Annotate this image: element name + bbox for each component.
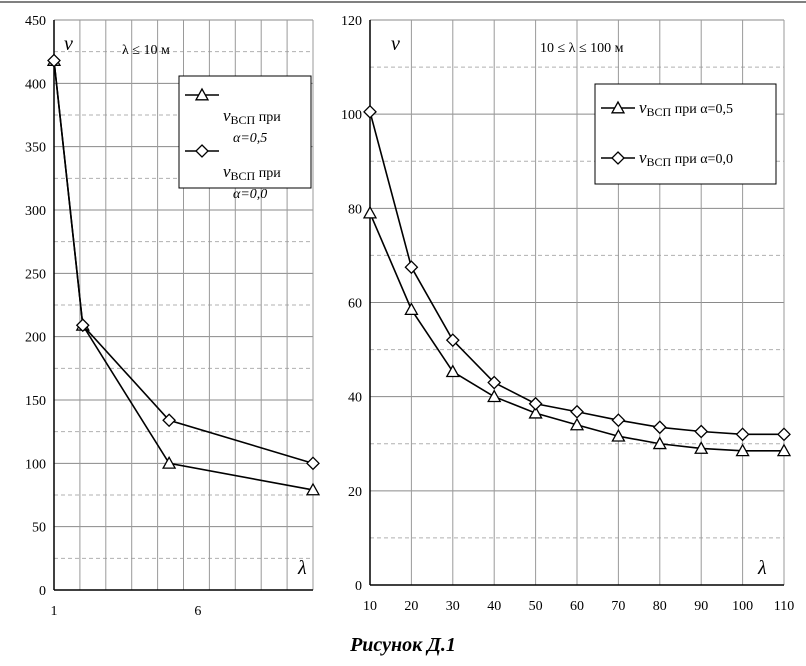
y-tick-label: 0 <box>39 584 46 599</box>
x-tick-label: 80 <box>653 599 667 614</box>
legend-label: vВСП при α=0,0 <box>639 148 733 169</box>
x-tick-label: 70 <box>611 599 625 614</box>
range-annotation: λ ≤ 10 м <box>122 43 170 58</box>
data-point-diamond <box>777 427 791 442</box>
data-point-diamond <box>735 427 750 442</box>
data-point-diamond <box>570 404 584 419</box>
data-point-triangle <box>611 428 626 442</box>
legend-label-line2: α=0,5 <box>233 131 267 146</box>
data-point-diamond <box>47 53 61 68</box>
y-tick-label: 60 <box>348 297 362 312</box>
legend-box <box>594 83 777 185</box>
chart-left: 0 50 100 150 200 250 300 350 400 450 1 6 v λ λ ≤ 10 м v… <box>25 14 321 619</box>
x-tick-label: 20 <box>404 599 418 614</box>
x-tick-label: 60 <box>570 599 584 614</box>
data-point-diamond <box>611 413 626 428</box>
y-tick-label: 100 <box>25 457 46 472</box>
legend-label: vВСП при α=0,5 <box>639 98 733 119</box>
x-axis-label: λ <box>297 557 307 579</box>
data-point-diamond <box>162 413 177 428</box>
legend-label: vВСП при <box>223 162 281 183</box>
data-point-diamond <box>487 375 502 390</box>
x-tick-label: 40 <box>487 599 501 614</box>
range-annotation: 10 ≤ λ ≤ 100 м <box>540 41 624 56</box>
y-axis-label: v <box>391 33 400 55</box>
data-point-triangle <box>445 364 460 378</box>
data-point-triangle <box>362 205 378 219</box>
x-tick-label: 1 <box>51 604 58 619</box>
y-tick-label: 150 <box>25 394 46 409</box>
y-tick-label: 100 <box>341 108 362 123</box>
y-tick-label: 350 <box>25 141 46 156</box>
series-alpha-0-0 <box>363 104 791 442</box>
legend-marker-diamond <box>611 151 625 165</box>
data-point-triangle <box>162 455 177 469</box>
legend-marker-diamond <box>195 144 209 158</box>
y-tick-label: 80 <box>348 202 362 217</box>
legend-label: vВСП при <box>223 106 281 127</box>
series-alpha-0-0 <box>47 53 320 471</box>
data-point-triangle <box>569 417 585 431</box>
data-point-diamond <box>404 260 419 275</box>
legend-marker-triangle <box>610 100 626 114</box>
x-tick-label: 30 <box>446 599 460 614</box>
legend: vВСП при α=0,5 vВСП при α=0,0 <box>178 75 312 202</box>
data-point-triangle <box>404 302 419 316</box>
x-tick-label: 50 <box>529 599 543 614</box>
data-point-triangle <box>487 389 502 403</box>
x-tick-label: 90 <box>694 599 708 614</box>
data-point-diamond <box>652 420 667 435</box>
data-point-diamond <box>528 396 543 411</box>
legend-marker-triangle <box>194 87 210 101</box>
y-tick-label: 300 <box>25 204 46 219</box>
legend-label-line2: α=0,0 <box>233 187 267 202</box>
data-point-diamond <box>363 104 377 119</box>
chart-right: 0 20 40 60 80 100 120 10 20 30 40 50 60 70 80 90 100 110 v… <box>341 14 794 614</box>
data-point-triangle <box>528 405 543 419</box>
data-point-triangle <box>776 443 792 457</box>
data-point-triangle <box>694 441 709 454</box>
x-tick-label: 10 <box>363 599 377 614</box>
x-axis-label: λ <box>757 557 767 579</box>
x-tick-label: 110 <box>774 599 794 614</box>
series-alpha-0-5 <box>362 205 792 457</box>
y-tick-label: 0 <box>355 579 362 594</box>
series-line <box>53 60 314 465</box>
y-tick-label: 250 <box>25 267 46 282</box>
legend: vВСП при α=0,5 vВСП при α=0,0 <box>594 83 777 185</box>
data-point-triangle <box>652 436 667 450</box>
data-point-diamond <box>445 333 460 348</box>
y-tick-label: 40 <box>348 391 362 406</box>
data-point-diamond <box>306 456 320 471</box>
data-point-diamond <box>75 318 90 333</box>
y-tick-label: 120 <box>341 14 362 29</box>
y-tick-label: 400 <box>25 77 46 92</box>
data-point-triangle <box>305 482 321 496</box>
y-tick-label: 50 <box>32 521 46 536</box>
y-tick-label: 450 <box>25 14 46 29</box>
data-point-triangle <box>735 443 750 457</box>
x-tick-label: 100 <box>732 599 753 614</box>
figure-caption: Рисунок Д.1 <box>350 634 456 656</box>
y-tick-label: 20 <box>348 485 362 500</box>
data-point-diamond <box>694 424 709 439</box>
grid <box>369 19 785 586</box>
x-tick-label: 6 <box>194 604 201 619</box>
y-axis-label: v <box>64 33 73 55</box>
y-tick-label: 200 <box>25 331 46 346</box>
